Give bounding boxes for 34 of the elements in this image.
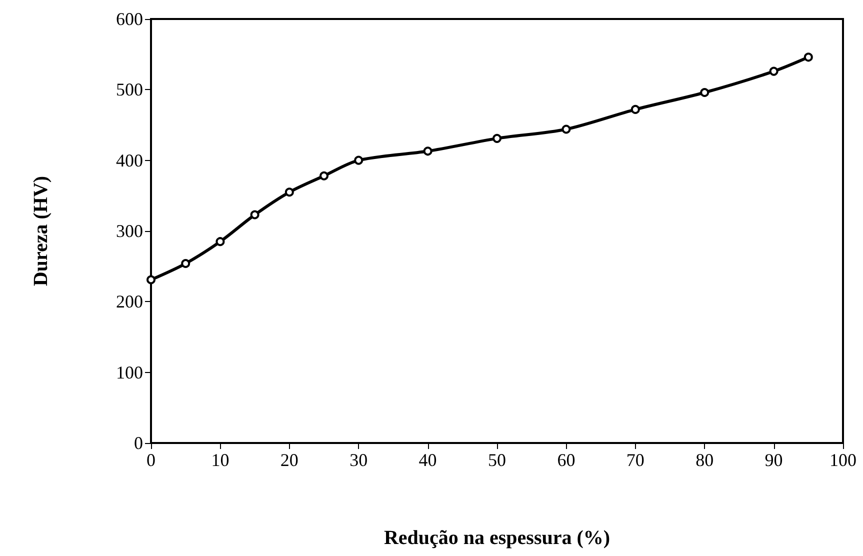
y-tick-label: 0 bbox=[134, 433, 143, 453]
x-tick-label: 10 bbox=[211, 450, 230, 470]
x-tick-label: 20 bbox=[280, 450, 298, 470]
y-tick-label: 300 bbox=[116, 221, 143, 241]
x-tick-label: 0 bbox=[146, 450, 156, 470]
point bbox=[354, 156, 364, 165]
x-tick-label: 70 bbox=[626, 450, 644, 470]
point bbox=[250, 210, 260, 220]
point bbox=[423, 146, 432, 156]
point bbox=[630, 104, 640, 114]
x-tick-label: 30 bbox=[350, 450, 368, 470]
point bbox=[181, 259, 190, 268]
y-tick-label: 500 bbox=[116, 80, 143, 100]
point bbox=[769, 66, 778, 76]
point bbox=[700, 88, 710, 97]
x-tick-label: 80 bbox=[696, 450, 714, 470]
x-tick-label: 90 bbox=[764, 450, 783, 470]
x-tick-label: 100 bbox=[830, 450, 856, 470]
x-axis-title: Redução na espessura (%) bbox=[384, 527, 610, 549]
y-tick-label: 100 bbox=[116, 362, 143, 382]
point bbox=[562, 124, 571, 134]
y-tick-label: 200 bbox=[116, 292, 143, 312]
y-axis-title: Dureza (HV) bbox=[30, 176, 52, 286]
y-tick-label: 400 bbox=[116, 150, 143, 170]
x-tick-label: 60 bbox=[557, 450, 576, 470]
point bbox=[320, 171, 328, 180]
y-tick-label: 600 bbox=[116, 9, 143, 29]
point bbox=[492, 134, 502, 143]
x-tick-label: 40 bbox=[418, 450, 437, 470]
point bbox=[216, 237, 225, 246]
point bbox=[804, 52, 813, 62]
point bbox=[284, 188, 294, 197]
x-tick-label: 50 bbox=[488, 450, 506, 470]
point bbox=[146, 275, 156, 284]
